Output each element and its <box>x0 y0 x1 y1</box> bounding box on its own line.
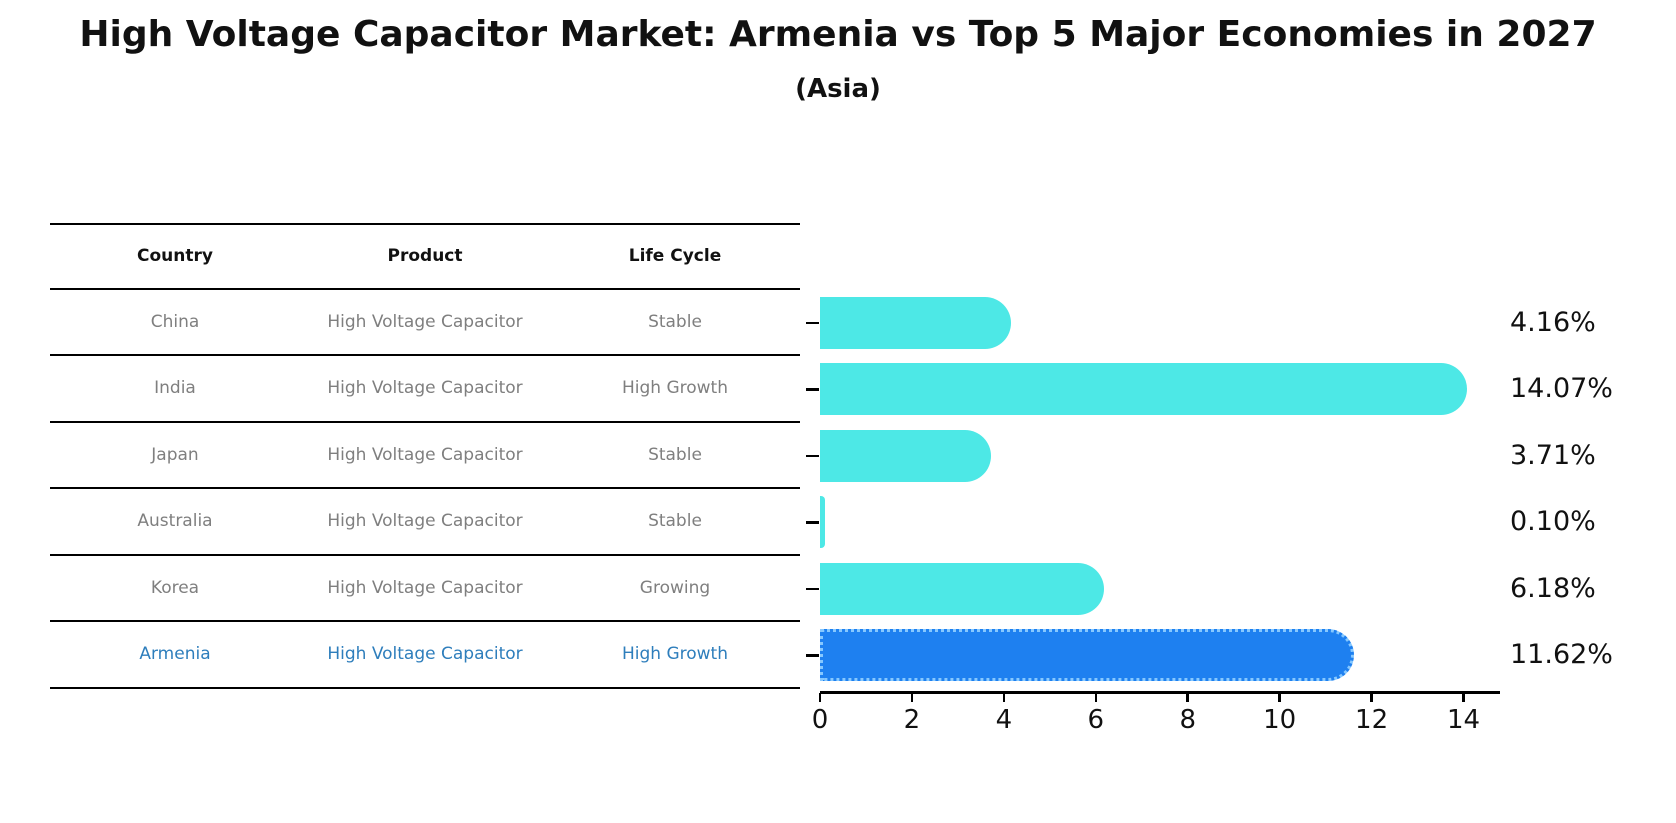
cell-product: High Voltage Capacitor <box>327 444 523 465</box>
x-axis-tick-label: 2 <box>903 705 921 735</box>
chart-subtitle: (Asia) <box>795 74 881 104</box>
cell-life-cycle: Stable <box>648 311 702 332</box>
cell-country: Australia <box>137 511 213 532</box>
table-row: Armenia High Voltage Capacitor High Grow… <box>50 622 800 689</box>
cell-life-cycle: Stable <box>648 511 702 532</box>
x-axis-tick <box>1278 693 1281 702</box>
x-axis-tick-label: 4 <box>995 705 1013 735</box>
cell-product: High Voltage Capacitor <box>327 577 523 598</box>
x-axis-tick <box>910 693 914 702</box>
cell-product: High Voltage Capacitor <box>327 378 523 399</box>
table-row: Japan High Voltage Capacitor Stable <box>50 423 800 489</box>
y-axis-tick <box>806 388 819 391</box>
comparison-table: Country Product Life Cycle China High Vo… <box>50 223 800 689</box>
bar-australia <box>820 496 825 548</box>
y-axis-tick <box>806 654 819 657</box>
cell-country: Armenia <box>139 644 211 665</box>
bar-china <box>820 296 1012 349</box>
x-axis-tick <box>1370 693 1373 702</box>
bar-korea <box>820 562 1105 615</box>
cell-country: Japan <box>151 444 199 465</box>
cell-country: India <box>154 378 196 399</box>
y-axis-tick <box>806 587 819 590</box>
cell-product: High Voltage Capacitor <box>327 644 523 665</box>
cell-country: Korea <box>150 577 200 598</box>
x-axis-tick-label: 8 <box>1179 705 1196 735</box>
bar-value-label: 6.18% <box>1510 572 1596 604</box>
bar-japan <box>820 429 991 482</box>
table-row: Korea High Voltage Capacitor Growing <box>50 556 800 622</box>
bar-value-label: 14.07% <box>1510 373 1613 404</box>
cell-life-cycle: Stable <box>648 444 702 465</box>
cell-life-cycle: High Growth <box>621 378 728 399</box>
table-header-product: Product <box>387 246 463 267</box>
cell-life-cycle: Growing <box>639 577 711 598</box>
bar-value-label: 0.10% <box>1510 506 1596 537</box>
cell-country: China <box>150 311 200 332</box>
y-axis-tick <box>806 321 819 324</box>
x-axis-tick-label: 12 <box>1355 705 1389 735</box>
table-header-row: Country Product Life Cycle <box>50 223 800 290</box>
x-axis-tick <box>1186 693 1189 702</box>
x-axis-tick-label: 10 <box>1263 705 1297 735</box>
table-row: Australia High Voltage Capacitor Stable <box>50 489 800 556</box>
y-axis-tick <box>806 454 819 457</box>
table-row: India High Voltage Capacitor High Growth <box>50 356 800 423</box>
x-axis-tick <box>1094 693 1098 702</box>
y-axis-tick <box>806 521 819 524</box>
x-axis-line <box>820 691 1500 694</box>
cell-life-cycle: High Growth <box>621 644 728 665</box>
x-axis-tick <box>1462 693 1465 702</box>
bar-value-label: 4.16% <box>1510 306 1596 338</box>
bar-value-label: 11.62% <box>1510 639 1613 670</box>
table-header-country: Country <box>137 246 213 267</box>
table-row: China High Voltage Capacitor Stable <box>50 290 800 356</box>
table-header-lifecycle: Life Cycle <box>628 246 722 267</box>
x-axis-tick <box>818 693 822 702</box>
x-axis-tick-label: 0 <box>811 705 829 735</box>
cell-product: High Voltage Capacitor <box>327 311 523 332</box>
cell-product: High Voltage Capacitor <box>327 511 523 532</box>
x-axis-tick-label: 14 <box>1446 705 1481 735</box>
page-title: High Voltage Capacitor Market: Armenia v… <box>79 14 1597 55</box>
table-rows: China High Voltage Capacitor Stable Indi… <box>50 290 800 689</box>
bar-armenia <box>820 629 1355 681</box>
x-axis-tick <box>1002 693 1006 702</box>
x-axis-tick-label: 6 <box>1087 705 1105 735</box>
bar-value-label: 3.71% <box>1510 439 1596 471</box>
bar-india <box>820 363 1467 415</box>
